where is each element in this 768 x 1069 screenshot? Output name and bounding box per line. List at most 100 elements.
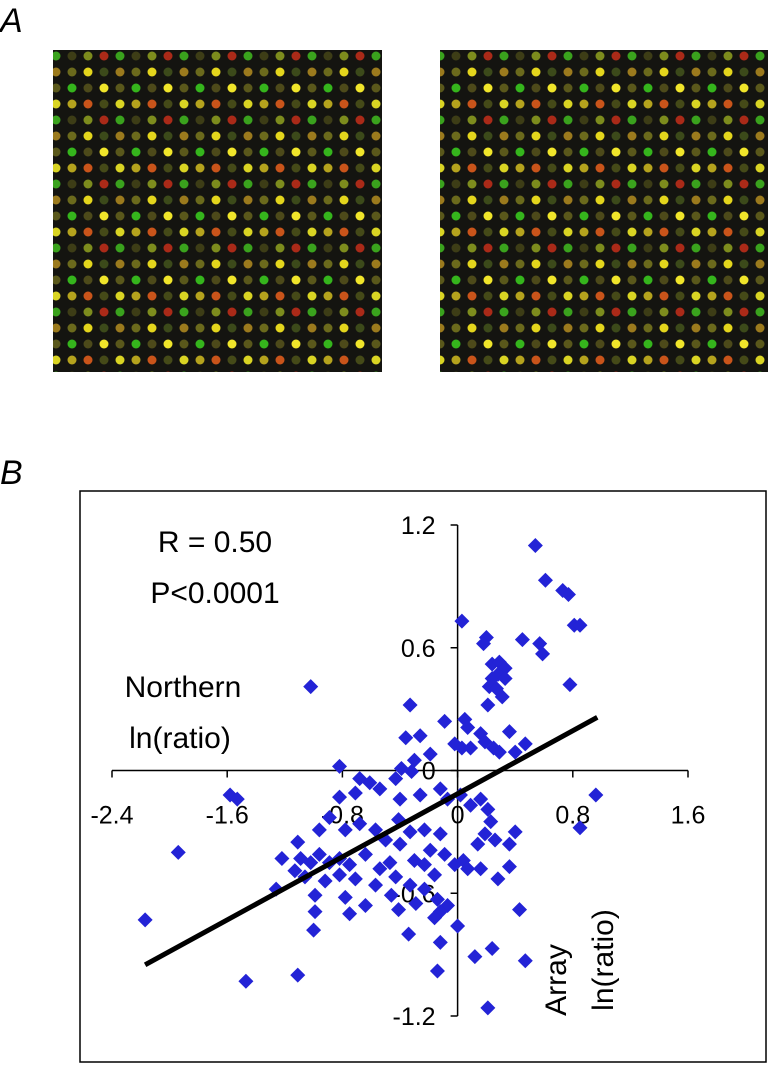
point bbox=[372, 861, 388, 877]
point bbox=[347, 785, 363, 801]
point bbox=[432, 826, 448, 842]
point bbox=[416, 857, 432, 873]
point bbox=[473, 861, 489, 877]
point bbox=[303, 855, 319, 871]
point bbox=[307, 904, 323, 920]
point bbox=[480, 801, 496, 817]
point bbox=[332, 758, 348, 774]
point bbox=[398, 730, 414, 746]
point bbox=[287, 863, 303, 879]
point bbox=[382, 855, 398, 871]
y-axis-label: Array bbox=[540, 944, 573, 1016]
point bbox=[317, 873, 333, 889]
point bbox=[454, 613, 470, 629]
point bbox=[170, 844, 186, 860]
annotation: R = 0.50 bbox=[158, 526, 272, 559]
point bbox=[229, 791, 245, 807]
point bbox=[507, 824, 523, 840]
point bbox=[311, 846, 327, 862]
point bbox=[483, 814, 499, 830]
plot-frame bbox=[79, 490, 767, 1063]
point bbox=[357, 898, 373, 914]
y-axis-label: ln(ratio) bbox=[587, 909, 620, 1011]
point bbox=[491, 744, 507, 760]
point bbox=[463, 797, 479, 813]
point bbox=[501, 859, 517, 875]
point bbox=[572, 617, 588, 633]
y-tick-label: -1.2 bbox=[393, 1003, 436, 1031]
point bbox=[416, 881, 432, 897]
point bbox=[473, 791, 489, 807]
point bbox=[388, 771, 404, 787]
y-tick-label: 0.6 bbox=[401, 635, 436, 663]
point bbox=[437, 713, 453, 729]
point bbox=[392, 791, 408, 807]
point bbox=[392, 836, 408, 852]
point bbox=[307, 887, 323, 903]
point bbox=[402, 877, 418, 893]
point bbox=[347, 871, 363, 887]
point bbox=[368, 877, 384, 893]
point bbox=[517, 953, 533, 969]
y-tick-label: 0 bbox=[422, 758, 436, 786]
point bbox=[501, 724, 517, 740]
point bbox=[460, 861, 476, 877]
point bbox=[238, 973, 254, 989]
point bbox=[422, 746, 438, 762]
point bbox=[527, 537, 543, 553]
point bbox=[321, 810, 337, 826]
point bbox=[514, 632, 530, 648]
point bbox=[467, 949, 483, 965]
point bbox=[332, 789, 348, 805]
point bbox=[290, 967, 306, 983]
point bbox=[480, 697, 496, 713]
x-tick-label: 1.6 bbox=[671, 802, 706, 830]
microarray-image bbox=[53, 50, 382, 372]
point bbox=[422, 842, 438, 858]
point bbox=[480, 1000, 496, 1016]
fit-line bbox=[143, 715, 599, 968]
point bbox=[406, 752, 422, 768]
point bbox=[470, 836, 486, 852]
point bbox=[463, 740, 479, 756]
point bbox=[490, 871, 506, 887]
point bbox=[342, 906, 358, 922]
point bbox=[588, 787, 604, 803]
point bbox=[303, 679, 319, 695]
point bbox=[537, 572, 553, 588]
point bbox=[402, 824, 418, 840]
point bbox=[337, 889, 353, 905]
point bbox=[388, 869, 404, 885]
point bbox=[572, 820, 588, 836]
point bbox=[408, 895, 424, 911]
point bbox=[427, 867, 443, 883]
point bbox=[476, 636, 492, 652]
point bbox=[507, 744, 523, 760]
point bbox=[306, 922, 322, 938]
point bbox=[342, 857, 358, 873]
x-tick-label: -1.6 bbox=[206, 802, 249, 830]
point bbox=[372, 781, 388, 797]
point bbox=[337, 822, 353, 838]
x-tick-label: 0 bbox=[451, 802, 465, 830]
point bbox=[274, 850, 290, 866]
point bbox=[454, 740, 470, 756]
point bbox=[437, 846, 453, 862]
point bbox=[352, 816, 368, 832]
point bbox=[404, 764, 420, 780]
point bbox=[401, 926, 417, 942]
point bbox=[368, 822, 384, 838]
point bbox=[311, 822, 327, 838]
point bbox=[432, 781, 448, 797]
point bbox=[429, 963, 445, 979]
point bbox=[352, 771, 368, 787]
point bbox=[402, 697, 418, 713]
panel-label: A bbox=[0, 2, 23, 40]
point bbox=[494, 689, 510, 705]
point bbox=[391, 902, 407, 918]
point bbox=[517, 736, 533, 752]
point bbox=[535, 646, 551, 662]
point bbox=[501, 836, 517, 852]
point bbox=[290, 834, 306, 850]
